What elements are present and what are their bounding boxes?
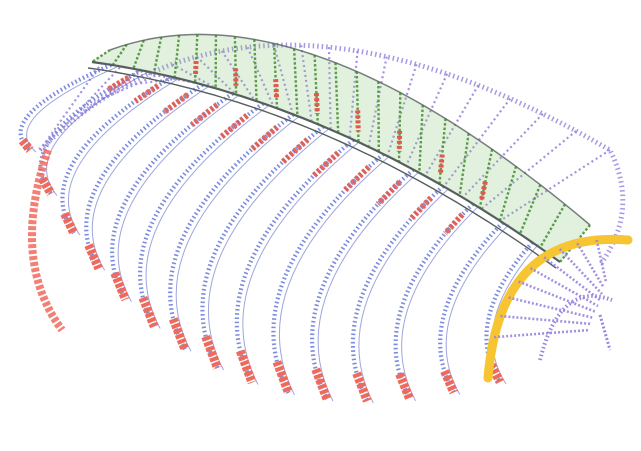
rib-foot-red (395, 372, 414, 401)
top-cap-rib (233, 36, 238, 95)
crest-line-outer (91, 60, 561, 263)
rear-shell-rib (386, 63, 418, 157)
end-opening-rib (508, 296, 595, 320)
front-rib (38, 68, 143, 195)
top-cap-rib (334, 62, 340, 133)
end-opening-inner-ring (538, 293, 613, 361)
rib-upper-red-segment (161, 92, 190, 116)
crest-outline (87, 33, 591, 269)
end-opening-rib (529, 267, 599, 308)
rib-upper-red-segment (279, 137, 310, 165)
front-rib-inner-line (401, 205, 480, 402)
top-cap-rib (438, 118, 447, 185)
rib-foot-red (236, 349, 257, 385)
rear-shell-rib (327, 47, 332, 130)
rib-upper-red-segment (190, 102, 220, 128)
rear-shell-rib (246, 46, 275, 108)
end-opening-yellow-arch (483, 234, 633, 383)
crest-line-inner (87, 67, 557, 269)
front-rib-inner-line (145, 104, 270, 329)
rib-foot-red (138, 296, 159, 329)
top-cap-rib (272, 43, 279, 109)
rib-upper-red-segment (375, 179, 402, 207)
front-rib-inner-line (117, 94, 239, 302)
rib-upper-red-segment (133, 83, 160, 104)
rib-foot-red (18, 137, 34, 153)
rib-foot-red (38, 176, 55, 196)
end-opening-rib (576, 242, 606, 289)
rear-shell-rib (272, 44, 294, 115)
cap-back-line (109, 33, 591, 226)
front-rib-inner-line (358, 187, 450, 404)
rear-shell-rib (125, 77, 179, 87)
rear-shell-rib (102, 73, 160, 100)
top-cap-rib (193, 34, 199, 83)
top-cap-rib (91, 49, 111, 63)
top-cap-rib (538, 203, 567, 249)
top-cap-rib (253, 39, 258, 102)
end-opening-rib (595, 239, 608, 283)
left-flank-red-strip (28, 148, 66, 333)
front-rib-inner-line (208, 128, 330, 371)
rib-upper-red-segment (343, 164, 371, 193)
end-opening-rib (500, 314, 593, 326)
top-cap-red-segment (355, 110, 361, 132)
rear-shell-rib (480, 130, 577, 210)
top-cap-rib (152, 36, 163, 74)
rear-shell-rib (405, 73, 449, 167)
rib-upper-red-segment (219, 113, 250, 140)
top-cap-rib (292, 48, 299, 117)
front-rib-inner-line (242, 141, 360, 385)
end-opening-rib (518, 280, 597, 314)
rib-foot-red (201, 335, 222, 370)
rib-foot-red (60, 211, 78, 236)
rib-foot-red (84, 243, 103, 271)
rib-upper-red-segment (249, 124, 280, 152)
rib-foot-red (352, 371, 372, 403)
top-cap-rib (458, 133, 470, 196)
top-cap-red-segment (479, 181, 488, 200)
rear-shell-rib (499, 149, 611, 222)
rib-foot-red (440, 369, 458, 395)
rib-foot-red (272, 360, 293, 395)
top-cap-rib (132, 39, 145, 70)
rib-upper-red-segment (311, 150, 341, 179)
front-rib-inner-line (317, 171, 420, 402)
rear-shell-rib (461, 113, 544, 199)
top-cap-red-segment (437, 154, 445, 175)
rear-shell-outline (38, 42, 626, 267)
top-cap-red-segment (313, 92, 320, 114)
front-rib (438, 221, 505, 394)
rear-shell-rib (442, 97, 512, 188)
rib-upper-red-segment (442, 212, 465, 236)
rib-foot-red (110, 271, 130, 302)
front-rib-inner-line (278, 155, 390, 396)
top-cap-rib (498, 166, 518, 222)
base-rib-ends (18, 137, 505, 403)
top-cap-red-segment (192, 60, 199, 76)
end-opening-rib (494, 328, 591, 339)
rib-upper-red-segment (106, 74, 131, 93)
top-cap-red-segment (273, 79, 280, 99)
front-rib-inner-line (175, 116, 300, 352)
end-opening-mesh (483, 234, 633, 383)
rear-shell-rib (195, 55, 237, 96)
top-cap-rib (418, 104, 424, 173)
